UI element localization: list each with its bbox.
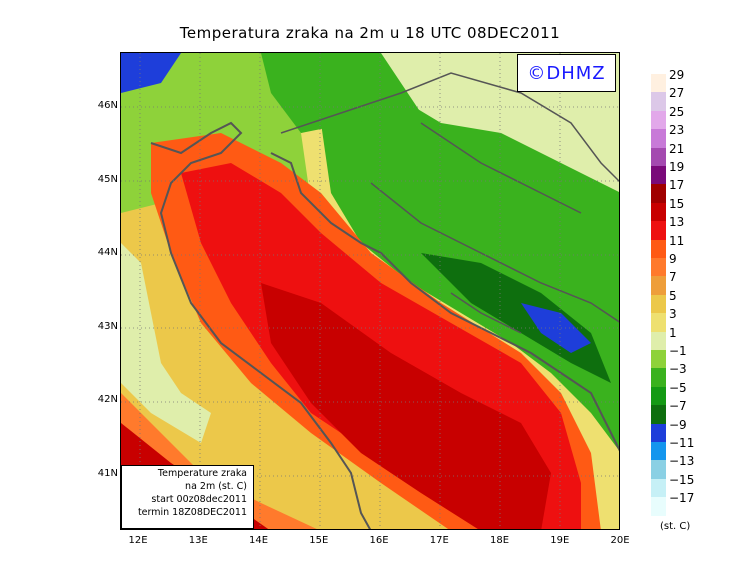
- legend-swatch: [651, 258, 666, 277]
- legend-label: −3: [669, 362, 687, 377]
- coastline-italy: [150, 121, 372, 529]
- legend-swatch: [651, 294, 666, 314]
- x-tick-label: 14E: [249, 535, 269, 546]
- field-cold-core: [421, 253, 611, 383]
- legend-label: 11: [669, 233, 685, 248]
- legend-label: 21: [669, 141, 685, 156]
- legend-swatch: [651, 497, 666, 517]
- lat-lon-grid: [121, 53, 619, 529]
- y-tick-label: 42N: [97, 394, 118, 406]
- field-cold-spot: [521, 303, 591, 353]
- legend-swatch: [651, 276, 666, 296]
- legend-label: −11: [669, 436, 695, 450]
- legend-swatch: [651, 74, 666, 93]
- dhmz-logo: ©DHMZ: [517, 54, 616, 92]
- legend-swatch: [651, 221, 666, 241]
- legend-label: 9: [669, 252, 677, 266]
- legend-swatch: [651, 478, 666, 498]
- legend-label: 3: [669, 307, 677, 322]
- temperature-field: [121, 53, 619, 529]
- legend-swatch: [651, 331, 666, 351]
- legend-swatch: [651, 92, 666, 112]
- border-lines: [280, 72, 619, 334]
- legend-label: −7: [669, 399, 687, 414]
- legend-swatch: [651, 313, 666, 333]
- legend-label: −17: [669, 491, 695, 506]
- y-tick-label: 43N: [97, 320, 118, 332]
- x-tick-label: 12E: [128, 535, 148, 546]
- legend-swatch: [651, 147, 666, 167]
- legend-label: 25: [669, 104, 685, 119]
- x-tick-label: 15E: [309, 535, 329, 546]
- legend-label: −5: [669, 380, 687, 395]
- y-tick-label: 41N: [97, 467, 118, 479]
- legend-label: −9: [669, 417, 687, 432]
- legend-label: 17: [669, 178, 685, 193]
- x-tick-label: 17E: [429, 535, 449, 546]
- legend-label: 5: [669, 288, 677, 303]
- info-line-valid: termin 18Z08DEC2011: [137, 507, 247, 518]
- legend-swatch: [651, 442, 666, 461]
- legend-swatch: [651, 405, 666, 425]
- legend-swatch: [651, 460, 666, 480]
- field-adriatic-core: [261, 283, 551, 529]
- legend-unit: (st. C): [660, 521, 691, 532]
- legend-swatch: [651, 166, 666, 185]
- legend-label: 1: [669, 325, 677, 340]
- y-tick-label: 45N: [97, 173, 118, 185]
- legend-swatch: [651, 110, 666, 130]
- legend-swatch: [651, 184, 666, 204]
- y-tick-label: 46N: [97, 100, 118, 112]
- legend-label: 23: [669, 123, 685, 138]
- legend-label: 19: [669, 160, 685, 174]
- legend-label: 29: [669, 68, 685, 82]
- field-northwest-cold: [121, 53, 181, 93]
- y-tick-label: 44N: [97, 247, 118, 259]
- info-line-variable: Temperature zraka: [157, 468, 247, 479]
- field-italy-cool: [121, 243, 211, 443]
- legend-label: 15: [669, 196, 685, 211]
- map-title: Temperatura zraka na 2m u 18 UTC 08DEC20…: [179, 24, 561, 42]
- legend-swatch: [651, 129, 666, 149]
- info-line-unit: na 2m (st. C): [185, 481, 247, 492]
- x-tick-label: 16E: [369, 535, 389, 546]
- legend-label: 13: [669, 215, 685, 230]
- legend-label: −15: [669, 472, 695, 487]
- legend-label: 27: [669, 86, 685, 101]
- legend-swatch: [651, 239, 666, 259]
- x-tick-label: 13E: [188, 535, 208, 546]
- legend-label: 7: [669, 270, 677, 285]
- legend-swatch: [651, 368, 666, 388]
- field-italy-warm: [121, 203, 481, 529]
- field-north-green: [261, 53, 421, 133]
- coastline-balkan: [270, 152, 619, 452]
- legend-swatch: [651, 350, 666, 369]
- legend-swatch: [651, 202, 666, 222]
- legend-swatch: [651, 423, 666, 443]
- legend-label: −13: [669, 454, 695, 469]
- x-tick-label: 20E: [610, 535, 630, 546]
- legend-label: −1: [669, 344, 687, 358]
- legend-swatch: [651, 386, 666, 406]
- info-line-start: start 00z08dec2011: [151, 494, 247, 505]
- temperature-map: [120, 52, 620, 530]
- x-tick-label: 18E: [489, 535, 510, 546]
- x-tick-label: 19E: [550, 535, 570, 546]
- forecast-info-box: Temperature zraka na 2m (st. C) start 00…: [121, 465, 254, 529]
